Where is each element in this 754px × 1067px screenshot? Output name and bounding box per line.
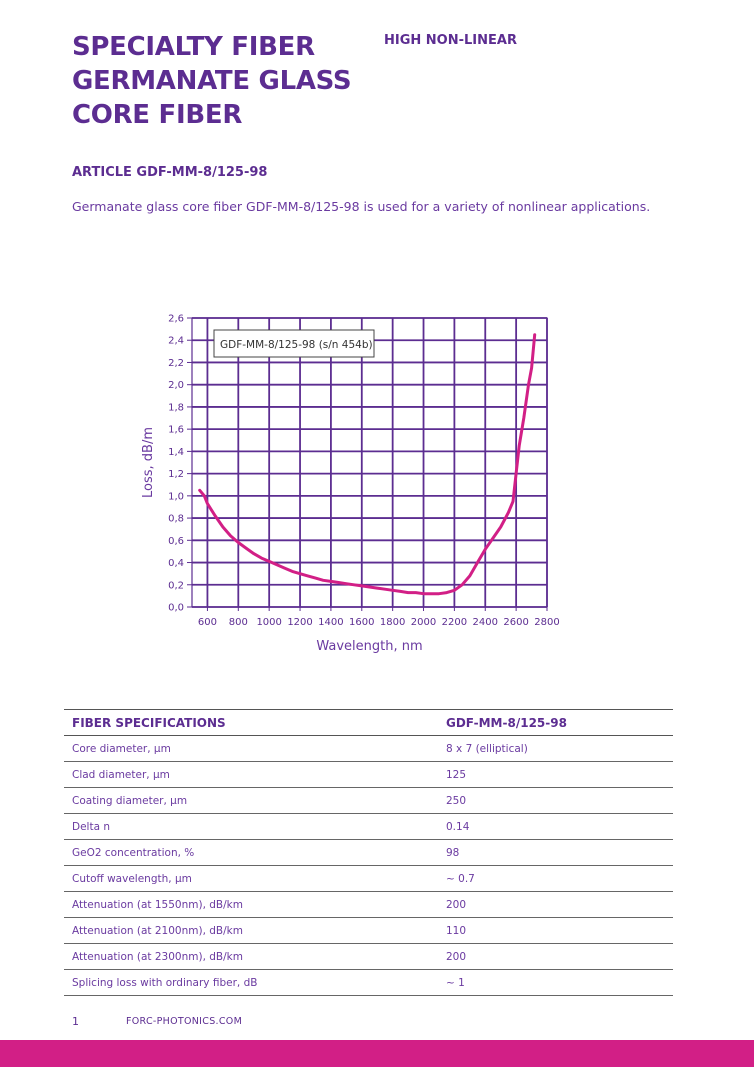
table-row: Attenuation (at 2300nm), dB/km 200 (64, 943, 673, 970)
x-tick-label: 1000 (256, 617, 281, 628)
table-row: GeO2 concentration, % 98 (64, 839, 673, 866)
table-row: Cutoff wavelength, µm ~ 0.7 (64, 865, 673, 892)
plot-frame (191, 317, 548, 608)
spec-parameter: Delta n (64, 813, 438, 840)
x-tick-label: 2400 (473, 617, 498, 628)
y-tick-label: 0,0 (168, 603, 184, 614)
spec-parameter: Splicing loss with ordinary fiber, dB (64, 969, 438, 996)
y-tick-label: 0,8 (168, 514, 184, 525)
legend-entry: GDF-MM-8/125-98 (s/n 454b) (220, 339, 373, 351)
x-tick-label: 2200 (442, 617, 467, 628)
table-header-model: GDF-MM-8/125-98 (438, 709, 673, 736)
website-link[interactable]: FORC-PHOTONICS.COM (126, 1016, 243, 1027)
fiber-specifications-table: FIBER SPECIFICATIONS GDF-MM-8/125-98 Cor… (64, 709, 673, 996)
x-tick-label: 1800 (380, 617, 405, 628)
y-tick-label: 1,8 (168, 402, 184, 413)
loss-chart: 600 800 1000 1200 1400 1600 1800 2000 2200 2400 26… (141, 314, 560, 655)
x-tick-label: 800 (229, 617, 248, 628)
y-tick-label: 2,0 (168, 380, 184, 391)
category-label: HIGH NON-LINEAR (384, 33, 517, 48)
table-row: Attenuation (at 1550nm), dB/km 200 (64, 891, 673, 918)
spec-value: ~ 0.7 (438, 865, 673, 892)
title-line-1: SPECIALTY FIBER (72, 32, 315, 62)
spec-value: 200 (438, 891, 673, 918)
y-tick-label: 1,6 (168, 425, 184, 436)
spec-value: 250 (438, 787, 673, 814)
x-tick-label: 600 (198, 617, 217, 628)
table-row: Clad diameter, µm 125 (64, 761, 673, 788)
title-line-3: CORE FIBER (72, 100, 243, 130)
table-row: Splicing loss with ordinary fiber, dB ~ … (64, 969, 673, 996)
spec-parameter: Attenuation (at 1550nm), dB/km (64, 891, 438, 918)
table-row: Attenuation (at 2100nm), dB/km 110 (64, 917, 673, 944)
page-number: 1 (72, 1015, 79, 1028)
spec-value: 200 (438, 943, 673, 970)
x-tick-label: 1400 (318, 617, 343, 628)
table-row: Coating diameter, µm 250 (64, 787, 673, 814)
x-tick-label: 1600 (349, 617, 374, 628)
series-line-loss (198, 333, 537, 596)
table-header-row: FIBER SPECIFICATIONS GDF-MM-8/125-98 (64, 709, 673, 736)
x-axis-title: Wavelength, nm (316, 639, 422, 654)
spec-parameter: Coating diameter, µm (64, 787, 438, 814)
spec-parameter: Core diameter, µm (64, 735, 438, 762)
x-tick-label: 2600 (503, 617, 528, 628)
table-row: Core diameter, µm 8 x 7 (elliptical) (64, 735, 673, 762)
article-heading: ARTICLE GDF-MM-8/125-98 (72, 165, 268, 180)
spec-parameter: Attenuation (at 2100nm), dB/km (64, 917, 438, 944)
spec-parameter: GeO2 concentration, % (64, 839, 438, 866)
spec-parameter: Attenuation (at 2300nm), dB/km (64, 943, 438, 970)
y-tick-label: 2,2 (168, 358, 184, 369)
spec-parameter: Cutoff wavelength, µm (64, 865, 438, 892)
x-tick-label: 2800 (534, 617, 559, 628)
y-tick-label: 1,2 (168, 469, 184, 480)
y-tick-label: 0,4 (168, 558, 184, 569)
footer-bar (0, 1040, 754, 1067)
y-tick-label: 2,4 (168, 336, 184, 347)
x-tick-label: 2000 (411, 617, 436, 628)
y-tick-label: 0,6 (168, 536, 184, 547)
article-description: Germanate glass core fiber GDF-MM-8/125-… (72, 199, 651, 214)
spec-value: 0.14 (438, 813, 673, 840)
y-tick-label: 1,0 (168, 491, 184, 502)
table-header-parameter: FIBER SPECIFICATIONS (64, 709, 438, 736)
spec-value: 110 (438, 917, 673, 944)
table-row: Delta n 0.14 (64, 813, 673, 840)
y-tick-label: 1,4 (168, 447, 184, 458)
page-title: SPECIALTY FIBER GERMANATE GLASS CORE FIB… (72, 30, 372, 132)
y-tick-label: 0,2 (168, 580, 184, 591)
y-axis-title: Loss, dB/m (141, 427, 156, 498)
x-tick-label: 1200 (287, 617, 312, 628)
title-line-2: GERMANATE GLASS (72, 66, 352, 96)
spec-parameter: Clad diameter, µm (64, 761, 438, 788)
spec-value: 98 (438, 839, 673, 866)
spec-value: 125 (438, 761, 673, 788)
spec-value: 8 x 7 (elliptical) (438, 735, 673, 762)
spec-value: ~ 1 (438, 969, 673, 996)
legend-box (213, 329, 375, 358)
y-tick-label: 2,6 (168, 314, 184, 325)
